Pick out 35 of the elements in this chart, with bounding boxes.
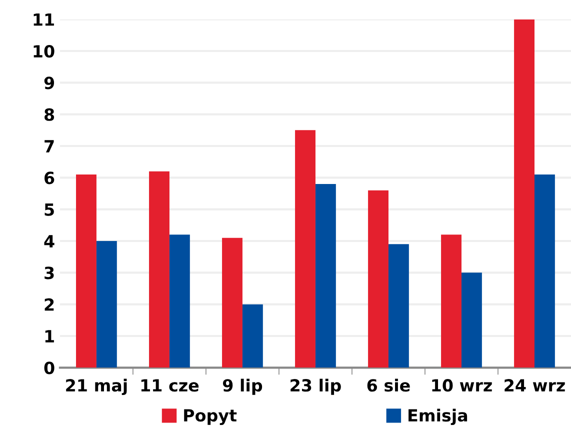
y-tick-label: 4 — [44, 235, 54, 248]
legend-label: Emisja — [408, 408, 468, 426]
y-tick-label: 9 — [44, 76, 54, 90]
x-tick-label: 9 lip — [222, 378, 262, 395]
y-tick-label: 6 — [44, 172, 54, 184]
bar — [368, 190, 388, 368]
bar — [534, 174, 555, 368]
y-tick-label: 8 — [44, 108, 54, 121]
x-tick-label: 10 wrz — [432, 379, 492, 392]
y-tick-label: 11 — [34, 14, 54, 26]
y-tick-label: 3 — [44, 266, 54, 280]
bar — [96, 240, 117, 368]
bar — [295, 130, 316, 368]
y-tick-label: 0 — [44, 362, 54, 374]
y-tick-label: 5 — [44, 204, 54, 216]
x-tick-label: 21 maj — [66, 378, 127, 396]
bar — [514, 19, 534, 368]
bar — [388, 244, 409, 368]
x-tick-label: 24 wrz — [504, 379, 565, 392]
legend-label: Popyt — [184, 409, 237, 426]
bar — [461, 272, 482, 368]
x-tick-label: 23 lip — [290, 378, 341, 395]
bar — [441, 234, 462, 368]
bar — [149, 171, 170, 368]
y-tick-label: 2 — [44, 298, 54, 311]
bar — [315, 184, 336, 368]
bar — [222, 238, 242, 368]
y-tick-label: 1 — [45, 330, 54, 342]
x-tick-label: 6 sie — [367, 378, 410, 392]
bar — [76, 174, 96, 368]
bar — [242, 304, 263, 368]
y-tick-label: 7 — [44, 140, 54, 152]
x-tick-label: 11 cze — [141, 379, 199, 392]
y-tick-label: 10 — [34, 44, 54, 58]
bar — [169, 234, 190, 368]
